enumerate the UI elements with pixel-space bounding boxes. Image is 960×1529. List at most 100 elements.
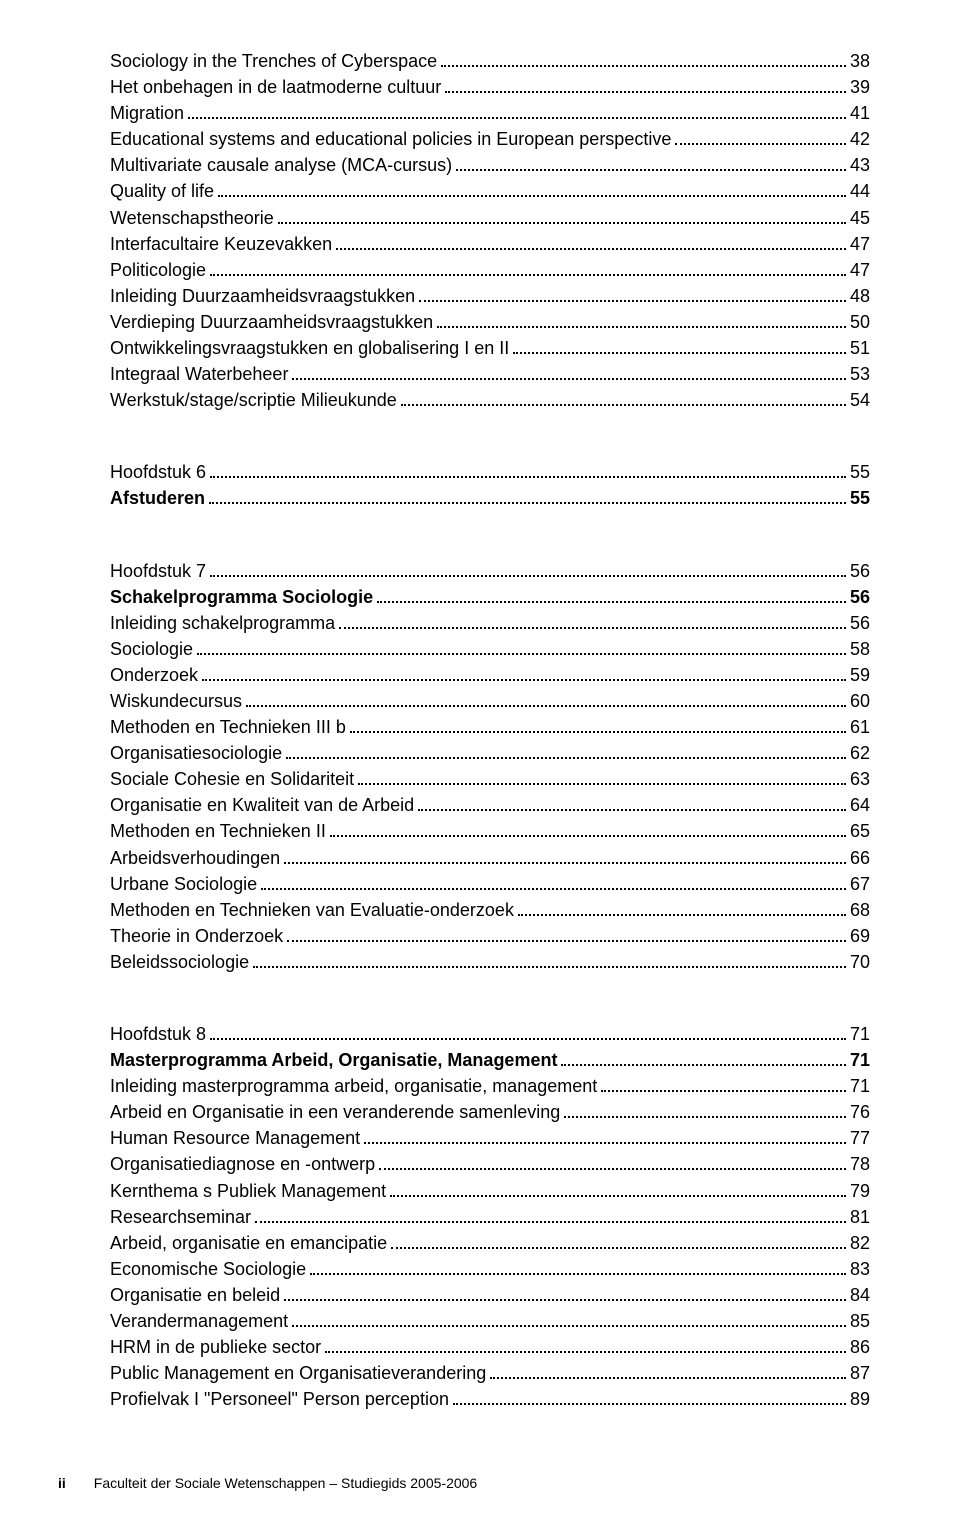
toc-entry-title: Inleiding schakelprogramma [110,610,335,636]
toc-dot-leader [379,1155,846,1171]
toc-entry: Sociale Cohesie en Solidariteit63 [110,766,870,792]
toc-dot-leader [418,796,846,812]
toc-entry-title: Interfacultaire Keuzevakken [110,231,332,257]
toc-entry-page: 59 [850,662,870,688]
toc-entry: Ontwikkelingsvraagstukken en globaliseri… [110,335,870,361]
toc-entry-page: 68 [850,897,870,923]
toc-dot-leader [284,848,846,864]
toc-entry-title: Multivariate causale analyse (MCA-cursus… [110,152,452,178]
toc-dot-leader [456,156,846,172]
toc-entry: Profielvak I "Personeel" Person percepti… [110,1386,870,1412]
toc-entry-title: Human Resource Management [110,1125,360,1151]
section-gap [110,512,870,558]
toc-entry-page: 42 [850,126,870,152]
toc-entry-page: 89 [850,1386,870,1412]
toc-entry-page: 81 [850,1204,870,1230]
toc-entry: Multivariate causale analyse (MCA-cursus… [110,152,870,178]
toc-entry-title: Organisatie en Kwaliteit van de Arbeid [110,792,414,818]
toc-entry-page: 78 [850,1151,870,1177]
toc-entry-title: Organisatiediagnose en -ontwerp [110,1151,375,1177]
toc-entry: Onderzoek 59 [110,662,870,688]
section-gap [110,975,870,1021]
toc-dot-leader [358,770,846,786]
toc-entry-page: 54 [850,387,870,413]
toc-entry-page: 67 [850,871,870,897]
toc-entry-title: Ontwikkelingsvraagstukken en globaliseri… [110,335,509,361]
toc-entry-title: Sociale Cohesie en Solidariteit [110,766,354,792]
toc-entry: Wetenschapstheorie45 [110,205,870,231]
toc-dot-leader [336,234,846,250]
toc-entry-title: Quality of life [110,178,214,204]
toc-entry-title: Profielvak I "Personeel" Person percepti… [110,1386,449,1412]
toc-entry-title: Onderzoek [110,662,198,688]
toc-dot-leader [287,926,846,942]
toc-entry: Afstuderen55 [110,485,870,511]
toc-dot-leader [284,1285,846,1301]
toc-entry-title: Urbane Sociologie [110,871,257,897]
toc-dot-leader [210,561,846,577]
toc-entry-page: 69 [850,923,870,949]
toc-entry-page: 70 [850,949,870,975]
toc-entry: Economische Sociologie83 [110,1256,870,1282]
toc-entry-title: Kernthema s Publiek Management [110,1178,386,1204]
toc-entry-page: 65 [850,818,870,844]
toc-entry: Organisatiediagnose en -ontwerp 78 [110,1151,870,1177]
toc-entry: Arbeid en Organisatie in een veranderend… [110,1099,870,1125]
toc-entry: Kernthema s Publiek Management79 [110,1178,870,1204]
toc-entry-title: Organisatie en beleid [110,1282,280,1308]
toc-entry: Inleiding Duurzaamheidsvraagstukken48 [110,283,870,309]
toc-entry: Methoden en Technieken III b 61 [110,714,870,740]
toc-entry-page: 58 [850,636,870,662]
toc-entry: Migration41 [110,100,870,126]
toc-dot-leader [601,1077,846,1093]
toc-entry-title: Theorie in Onderzoek [110,923,283,949]
toc-entry-title: Inleiding Duurzaamheidsvraagstukken [110,283,415,309]
toc-dot-leader [445,78,846,94]
table-of-contents: Sociology in the Trenches of Cyberspace 3… [110,48,870,1412]
toc-entry-page: 86 [850,1334,870,1360]
toc-entry-title: Wiskundecursus [110,688,242,714]
toc-entry-page: 47 [850,257,870,283]
page-footer: ii Faculteit der Sociale Wetenschappen –… [58,1475,477,1491]
toc-dot-leader [518,900,846,916]
toc-entry-title: Werkstuk/stage/scriptie Milieukunde [110,387,397,413]
toc-entry-title: HRM in de publieke sector [110,1334,321,1360]
toc-dot-leader [253,952,846,968]
toc-entry: Inleiding masterprogramma arbeid, organi… [110,1073,870,1099]
toc-entry-title: Sociology in the Trenches of Cyberspace [110,48,437,74]
toc-dot-leader [675,130,846,146]
toc-entry: Werkstuk/stage/scriptie Milieukunde 54 [110,387,870,413]
toc-entry: Public Management en Organisatieverander… [110,1360,870,1386]
toc-dot-leader [419,286,846,302]
toc-dot-leader [210,463,846,479]
toc-dot-leader [292,365,846,381]
toc-entry-title: Methoden en Technieken III b [110,714,346,740]
toc-entry: Quality of life 44 [110,178,870,204]
toc-entry-title: Arbeidsverhoudingen [110,845,280,871]
toc-entry: Politicologie47 [110,257,870,283]
toc-entry-title: Economische Sociologie [110,1256,306,1282]
toc-entry: Hoofdstuk 871 [110,1021,870,1047]
toc-entry-page: 50 [850,309,870,335]
toc-entry-page: 38 [850,48,870,74]
toc-dot-leader [564,1103,846,1119]
toc-entry-page: 61 [850,714,870,740]
toc-entry-title: Methoden en Technieken van Evaluatie-ond… [110,897,514,923]
toc-entry-page: 56 [850,610,870,636]
toc-entry-page: 51 [850,335,870,361]
toc-dot-leader [246,691,846,707]
toc-entry: Organisatiesociologie62 [110,740,870,766]
toc-entry-page: 84 [850,1282,870,1308]
toc-entry-title: Hoofdstuk 6 [110,459,206,485]
toc-dot-leader [218,182,846,198]
toc-dot-leader [339,613,846,629]
toc-entry-title: Hoofdstuk 8 [110,1021,206,1047]
toc-dot-leader [278,208,846,224]
toc-dot-leader [255,1207,846,1223]
toc-entry-page: 62 [850,740,870,766]
toc-entry: Verdieping Duurzaamheidsvraagstukken50 [110,309,870,335]
toc-dot-leader [391,1233,846,1249]
toc-entry-page: 44 [850,178,870,204]
toc-entry-title: Methoden en Technieken II [110,818,326,844]
toc-entry-page: 47 [850,231,870,257]
